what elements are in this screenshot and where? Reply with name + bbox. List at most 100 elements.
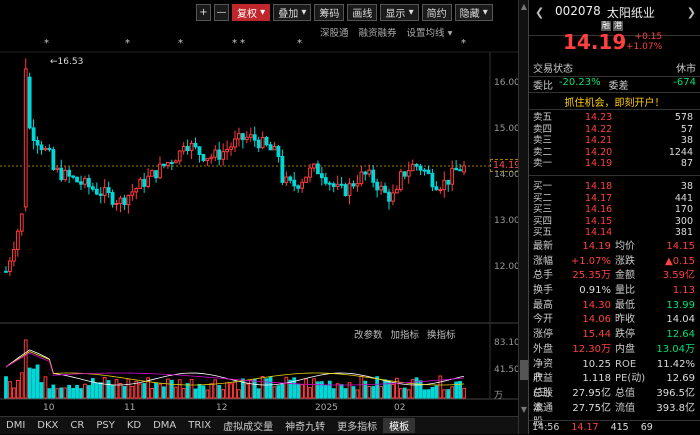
volume-bar	[87, 385, 91, 399]
bids-row[interactable]: 买一 14.18 38	[529, 181, 700, 193]
candle-body	[75, 176, 79, 183]
switch-indicator-link[interactable]: 换指标	[427, 330, 456, 341]
chips-button[interactable]: 筹码	[314, 4, 345, 21]
prev-stock-icon[interactable]: ❮	[535, 6, 545, 19]
tab-virtual-volume[interactable]: 虚拟成交量	[223, 422, 274, 433]
volume-bar	[426, 389, 431, 399]
add-indicator-link[interactable]: 加指标	[390, 330, 420, 341]
candle-body	[181, 146, 186, 152]
candle-body	[43, 147, 48, 151]
candle-body	[304, 176, 308, 183]
stat-key: 金额	[615, 270, 635, 282]
volume-bar	[63, 387, 68, 399]
volume-bar	[375, 376, 380, 399]
event-marker[interactable]: *	[232, 38, 237, 49]
stat-key: 最高	[533, 299, 553, 311]
tab-cr[interactable]: CR	[70, 420, 85, 431]
volume-bar	[114, 379, 119, 399]
volume-bar	[323, 384, 328, 399]
tab-magic-nine[interactable]: 神奇九转	[285, 422, 326, 433]
event-marker[interactable]: *	[461, 38, 466, 49]
price-tick: 14.00	[494, 170, 520, 180]
bids-price: 14.17	[585, 192, 613, 204]
volume-bar	[304, 378, 308, 399]
tab-dma[interactable]: DMA	[153, 420, 177, 431]
volume-bar	[312, 378, 316, 399]
trade-state-value: 休市	[676, 64, 696, 75]
x-label: 02	[394, 403, 406, 413]
volume-bar	[454, 381, 459, 399]
kline-canvas[interactable]	[0, 0, 528, 434]
tab-trix[interactable]: TRIX	[188, 420, 212, 431]
zoom-out-button[interactable]: —	[214, 4, 229, 21]
candle-body	[102, 187, 107, 196]
asks-row[interactable]: 卖四 14.22 57	[529, 124, 700, 136]
bids-row[interactable]: 买二 14.17 441	[529, 193, 700, 205]
tab-more-indicators[interactable]: 更多指标	[337, 422, 378, 433]
candle-body	[375, 181, 380, 191]
hk-connect-link[interactable]: 深股通	[320, 28, 349, 39]
price-tick: 13.00	[494, 216, 520, 226]
volume-bar	[31, 368, 36, 399]
asks-row[interactable]: 卖五 14.23 578	[529, 112, 700, 124]
bids-row[interactable]: 买五 14.14 381	[529, 227, 700, 239]
candle-body	[225, 148, 229, 153]
event-marker[interactable]: *	[44, 38, 49, 49]
tab-dmi[interactable]: DMI	[6, 420, 26, 431]
stat-key: 总股本	[533, 387, 553, 414]
volume-bar	[347, 382, 352, 399]
overlay-button[interactable]: 叠加 ▾	[273, 4, 312, 21]
tab-psy[interactable]: PSY	[96, 420, 115, 431]
candle-body	[316, 163, 320, 175]
volume-bar	[83, 383, 87, 399]
candle-body	[256, 139, 261, 149]
volume-bar	[402, 387, 407, 399]
volume-ma-line	[5, 349, 465, 386]
asks-row[interactable]: 卖二 14.20 1244	[529, 147, 700, 159]
asks-row[interactable]: 卖一 14.19 87	[529, 158, 700, 170]
tab-kd[interactable]: KD	[126, 420, 142, 431]
stat-row: 最新 14.19 均价 14.15	[529, 240, 700, 255]
event-marker[interactable]: *	[240, 38, 245, 49]
stat-value: 14.06	[582, 314, 611, 326]
zoom-in-button[interactable]: +	[196, 4, 211, 21]
candle-body	[454, 167, 459, 171]
stat-key: 总手	[533, 270, 553, 282]
margin-link[interactable]: 融资融券	[358, 28, 397, 39]
tab-template[interactable]: 模板	[383, 418, 416, 433]
scroll-thumb[interactable]	[520, 360, 528, 380]
scroll-up-icon[interactable]: ▲	[520, 2, 528, 11]
bids-row[interactable]: 买三 14.16 170	[529, 204, 700, 216]
edit-params-link[interactable]: 改参数	[354, 330, 383, 341]
candle-body	[371, 169, 376, 183]
candle-body	[19, 213, 24, 232]
next-stock-icon[interactable]: ❯	[686, 6, 696, 19]
volume-bar	[339, 384, 344, 399]
simple-button[interactable]: 简约	[421, 4, 452, 21]
candle-body	[87, 178, 91, 188]
volume-bar	[106, 380, 111, 399]
ma-settings-link[interactable]: 设置均线 ▾	[406, 28, 453, 39]
asks-row[interactable]: 卖三 14.21 38	[529, 135, 700, 147]
display-button[interactable]: 显示 ▾	[380, 4, 419, 21]
kline-panel[interactable]: + — 复权 ▾ 叠加 ▾ 筹码 画线 显示 ▾ 简约 隐藏 ▾ 深股通 融资融…	[0, 0, 528, 434]
candle-body	[221, 151, 226, 160]
adjust-button[interactable]: 复权 ▾	[232, 4, 271, 21]
event-marker[interactable]: *	[125, 38, 130, 49]
hide-button[interactable]: 隐藏 ▾	[454, 4, 493, 21]
bids-row[interactable]: 买四 14.15 300	[529, 216, 700, 228]
tab-dkx[interactable]: DKX	[37, 420, 59, 431]
stat-value: 14.04	[666, 314, 695, 326]
scroll-down-icon[interactable]: ▼	[520, 405, 528, 414]
volume-bar	[422, 389, 427, 399]
draw-button[interactable]: 画线	[347, 4, 378, 21]
vertical-scrollbar[interactable]: ▲ ▼	[518, 0, 528, 434]
candle-body	[55, 167, 60, 170]
stat-value: 1.118	[582, 373, 611, 385]
event-marker[interactable]: *	[297, 38, 302, 49]
order-book: 卖五 14.23 578 卖四 14.22 57 卖三 14.21 38 卖二 14.20 1244 卖…	[529, 112, 700, 239]
volume-bar	[363, 380, 368, 399]
event-marker[interactable]: *	[178, 38, 183, 49]
stat-value: 13.99	[666, 299, 695, 311]
promo-banner[interactable]: 抓住机会，即刻开户！	[529, 94, 700, 110]
